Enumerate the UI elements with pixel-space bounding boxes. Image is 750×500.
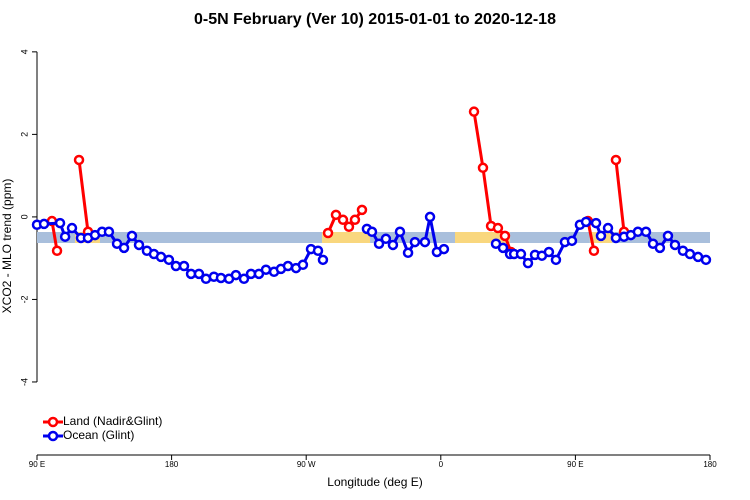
data-point [684, 248, 696, 260]
data-point [595, 230, 607, 242]
data-point [654, 242, 666, 254]
data-point [468, 106, 480, 117]
data-point [380, 233, 392, 245]
data-point [550, 254, 562, 266]
data-point [566, 235, 578, 247]
y-tick-label: 2 [19, 132, 29, 137]
x-axis-label: Longitude (deg E) [327, 475, 422, 489]
data-point [170, 260, 182, 272]
y-tick-label: 4 [19, 49, 29, 54]
legend-marker [47, 430, 59, 442]
data-point [282, 260, 294, 272]
x-tick-label: 180 [165, 460, 179, 469]
x-tick-label: 0 [439, 460, 444, 469]
data-point [632, 226, 644, 238]
x-tick-label: 90 E [29, 460, 45, 469]
x-tick-label: 180 [703, 460, 717, 469]
data-point [588, 245, 600, 256]
chart-title: 0-5N February (Ver 10) 2015-01-01 to 202… [194, 11, 556, 28]
data-point [515, 248, 527, 260]
data-point [522, 257, 534, 269]
data-point [499, 230, 511, 242]
data-point [73, 154, 85, 166]
y-axis-label: XCO2 - MLO trend (ppm) [0, 179, 14, 314]
data-point [580, 216, 592, 228]
data-point [38, 218, 50, 230]
data-point [640, 226, 652, 238]
data-point [610, 154, 622, 166]
legend-marker [47, 416, 59, 428]
x-tick-label: 90 W [297, 460, 316, 469]
data-point [330, 209, 342, 221]
data-point [590, 217, 602, 229]
series-line [50, 111, 626, 253]
data-point [260, 264, 272, 275]
data-point [317, 254, 329, 266]
data-point [349, 214, 361, 226]
data-point [366, 226, 378, 238]
data-point [178, 260, 190, 272]
data-point [297, 259, 309, 271]
x-tick-label: 90 E [567, 460, 583, 469]
data-point [356, 204, 368, 216]
data-point [59, 231, 71, 242]
data-point [387, 239, 399, 251]
y-tick-label: 0 [19, 214, 29, 219]
data-point [700, 254, 712, 266]
data-point [438, 243, 450, 255]
data-point [118, 242, 130, 254]
data-point [602, 222, 614, 234]
y-tick-label: -4 [19, 378, 29, 386]
data-point [238, 273, 250, 285]
legend-label: Ocean (Glint) [63, 428, 134, 442]
data-point [230, 269, 242, 281]
data-point [610, 232, 622, 244]
data-point [133, 239, 145, 251]
data-point [662, 230, 674, 242]
data-point [402, 247, 414, 259]
data-point [394, 226, 406, 238]
data-point [54, 217, 66, 229]
data-point [419, 236, 431, 248]
data-point [669, 239, 681, 251]
data-point [543, 246, 555, 258]
data-point [337, 214, 349, 226]
data-point [66, 222, 78, 234]
data-point [103, 226, 115, 238]
data-point [322, 227, 334, 239]
data-point [424, 211, 436, 223]
data-point [215, 272, 227, 284]
y-tick-label: -2 [19, 295, 29, 303]
data-point [373, 238, 385, 249]
data-point [343, 221, 355, 233]
data-point [477, 162, 489, 174]
data-point [51, 245, 63, 256]
data-point [492, 222, 504, 234]
data-point [126, 230, 138, 242]
legend-label: Land (Nadir&Glint) [63, 414, 162, 428]
data-point [163, 254, 175, 266]
data-point [193, 268, 205, 280]
data-point [497, 242, 509, 254]
data-point [409, 236, 421, 248]
data-point [312, 245, 324, 256]
